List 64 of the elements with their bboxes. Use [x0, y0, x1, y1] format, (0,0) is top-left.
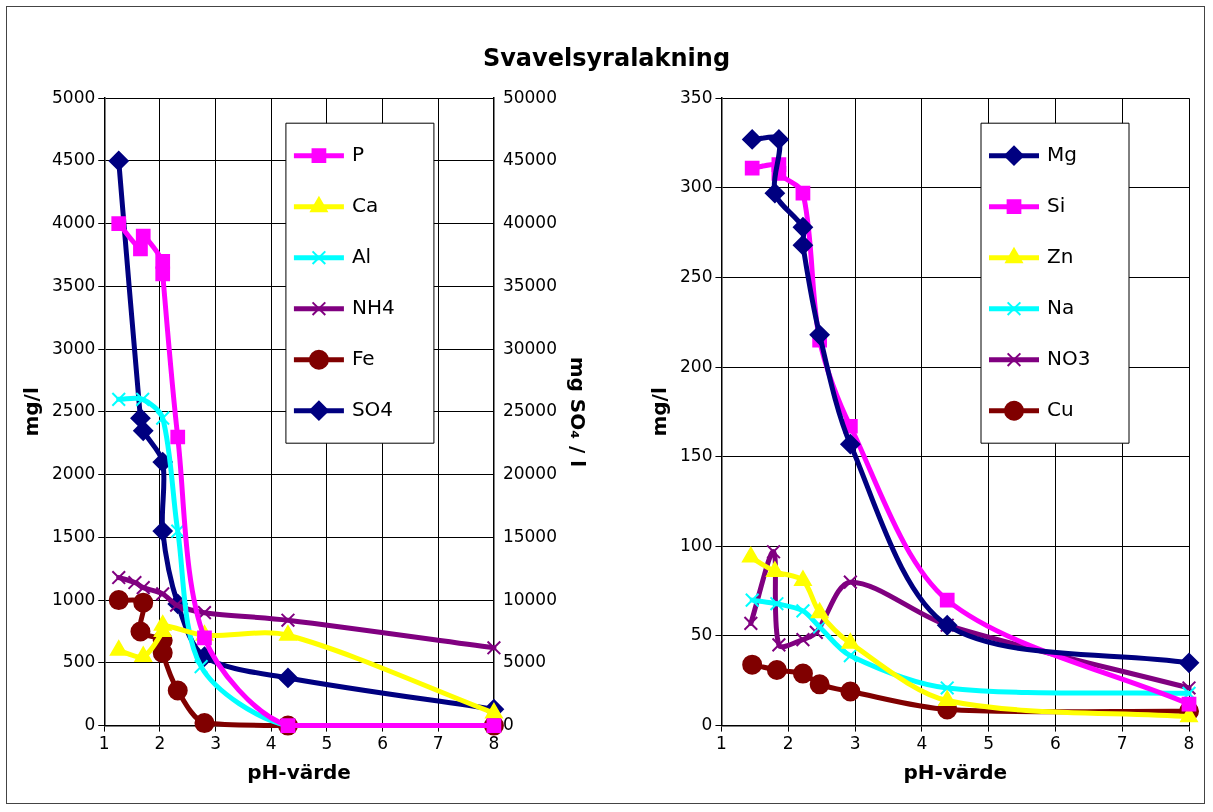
- y-tick-label: 4000: [52, 212, 96, 233]
- y2-tick-label: 40000: [502, 212, 558, 233]
- legend-label: Al: [351, 243, 372, 268]
- x-tick-label: 6: [377, 733, 388, 754]
- x-tick-label: 7: [432, 733, 444, 754]
- legend-label: Zn: [1047, 243, 1074, 268]
- y-tick-label: 2000: [52, 463, 96, 484]
- y2-axis-title: mg SO₄ / l: [565, 356, 590, 468]
- y-tick-label: 0: [84, 714, 96, 735]
- x-tick-label: 8: [488, 733, 500, 754]
- y2-tick-label: 35000: [502, 274, 558, 295]
- y2-tick-label: 30000: [502, 337, 558, 358]
- y2-tick-label: 45000: [502, 149, 558, 170]
- x-axis-title: pH-värde: [903, 760, 1008, 785]
- legend-label: P: [351, 141, 364, 166]
- y2-tick-label: 10000: [502, 588, 558, 609]
- x-tick-label: 5: [321, 733, 333, 754]
- x-tick-label: 1: [716, 733, 727, 754]
- legend-label: Fe: [351, 345, 375, 370]
- x-tick-label: 6: [1050, 733, 1061, 754]
- y-tick-label: 150: [679, 445, 713, 466]
- y-tick-label: 50: [690, 624, 713, 645]
- x-axis-title: pH-värde: [247, 760, 351, 785]
- x-tick-label: 5: [983, 733, 995, 754]
- x-tick-label: 8: [1183, 733, 1195, 754]
- legend-label: NH4: [351, 294, 395, 319]
- x-tick-label: 3: [210, 733, 222, 754]
- y2-tick-label: 50000: [502, 86, 558, 107]
- y-tick-label: 350: [679, 86, 713, 107]
- x-tick-label: 2: [154, 733, 166, 754]
- y-tick-label: 4500: [52, 149, 96, 170]
- legend-label: Ca: [351, 192, 379, 217]
- legend-label: Mg: [1047, 141, 1077, 166]
- legend-label: SO4: [351, 396, 394, 421]
- y-tick-label: 300: [679, 176, 713, 197]
- y-tick-label: 2500: [52, 400, 96, 421]
- y2-tick-label: 25000: [502, 400, 558, 421]
- y-tick-label: 1500: [52, 525, 96, 546]
- y-tick-label: 3000: [52, 337, 96, 358]
- y-tick-label: 200: [679, 355, 713, 376]
- y-tick-label: 250: [679, 265, 713, 286]
- x-tick-label: 4: [265, 733, 277, 754]
- y-tick-label: 500: [62, 651, 96, 672]
- y-axis-title: mg/l: [19, 387, 44, 437]
- x-tick-label: 1: [98, 733, 110, 754]
- legend-label: Cu: [1047, 396, 1074, 421]
- y2-tick-label: 0: [502, 714, 514, 735]
- x-tick-label: 4: [916, 733, 928, 754]
- y-tick-label: 100: [679, 534, 713, 555]
- y-tick-label: 5000: [52, 86, 96, 107]
- y2-tick-label: 5000: [502, 651, 547, 672]
- legend-label: NO3: [1047, 345, 1091, 370]
- x-tick-label: 2: [782, 733, 794, 754]
- y2-tick-label: 20000: [502, 463, 558, 484]
- y-tick-label: 1000: [52, 588, 96, 609]
- text: Svavelsyralakning: [481, 44, 732, 72]
- y-axis-title: mg/l: [647, 387, 672, 437]
- y-tick-label: 0: [701, 714, 713, 735]
- y-tick-label: 3500: [52, 274, 96, 295]
- y2-tick-label: 15000: [502, 525, 558, 546]
- x-tick-label: 7: [1116, 733, 1128, 754]
- x-tick-label: 3: [849, 733, 861, 754]
- legend-label: Na: [1047, 294, 1075, 319]
- legend-label: Si: [1047, 192, 1066, 217]
